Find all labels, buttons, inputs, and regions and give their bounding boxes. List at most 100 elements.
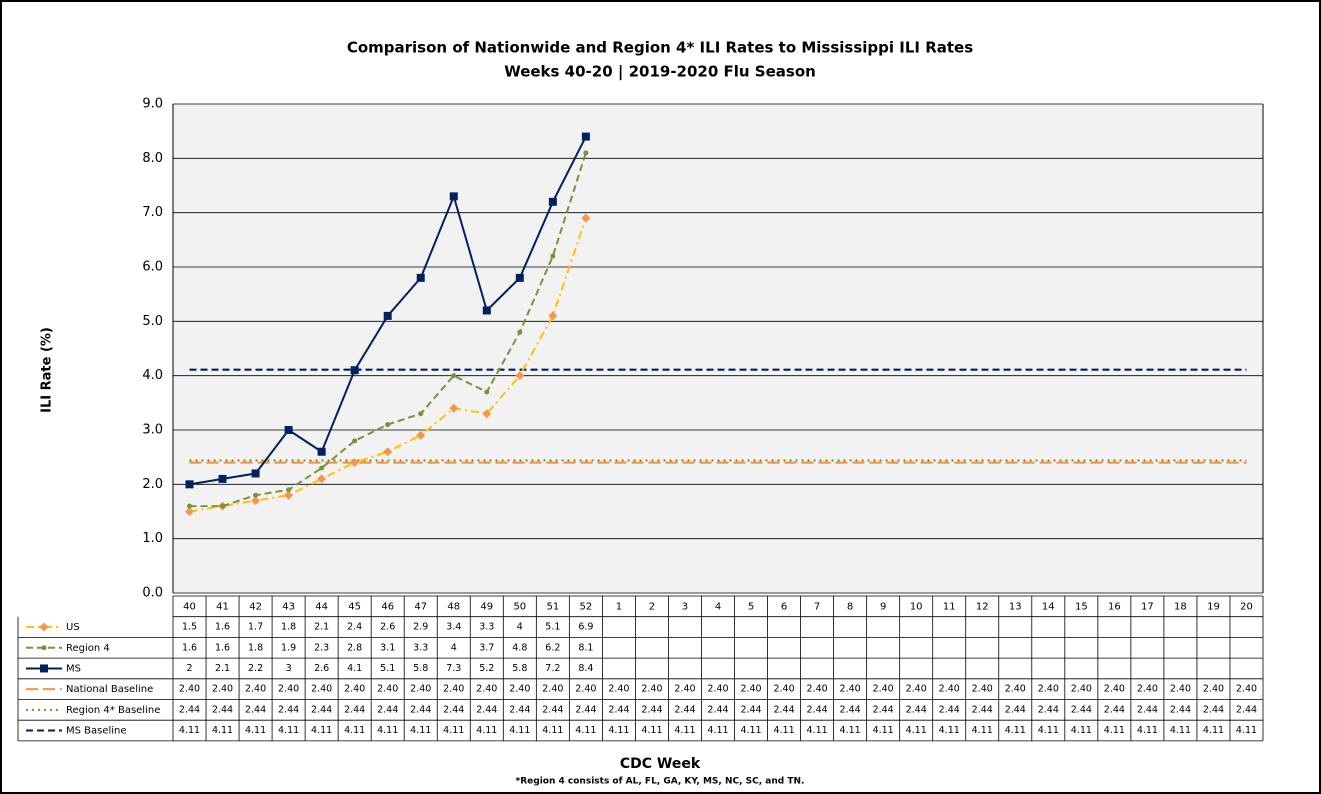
y-tick-label: 3.0	[142, 423, 163, 438]
marker	[185, 480, 194, 489]
legend-label: US	[66, 622, 80, 633]
x-tick-label: 8	[847, 601, 853, 612]
table-value: 4.11	[245, 725, 266, 736]
table-value: 2.44	[509, 704, 530, 715]
table-value: 2.40	[311, 684, 332, 695]
table-value: 1.6	[182, 642, 197, 653]
x-tick-label: 15	[1075, 601, 1088, 612]
marker	[39, 622, 49, 632]
table-value: 4.11	[212, 725, 233, 736]
x-tick-label: 4	[715, 601, 721, 612]
x-tick-label: 44	[315, 601, 328, 612]
table-value: 1.6	[215, 642, 230, 653]
table-value: 1.7	[248, 622, 263, 633]
legend-label: Region 4	[66, 643, 110, 654]
table-value: 7.3	[446, 663, 461, 674]
table-value: 2.40	[873, 684, 894, 695]
table-value: 2.40	[377, 684, 398, 695]
marker	[416, 430, 426, 440]
marker	[40, 664, 48, 673]
x-tick-label: 20	[1240, 601, 1253, 612]
table-value: 5.2	[479, 663, 494, 674]
table-value: 2.40	[906, 684, 927, 695]
marker	[284, 426, 293, 434]
x-tick-label: 9	[880, 601, 886, 612]
y-tick-label: 1.0	[142, 531, 163, 546]
table-value: 4.11	[542, 725, 563, 736]
table-value: 2.40	[740, 684, 761, 695]
marker	[317, 447, 326, 456]
table-value: 4.11	[740, 725, 761, 736]
table-value: 2.40	[1005, 684, 1026, 695]
table-value: 1.8	[281, 622, 296, 633]
table-value: 2.40	[1104, 684, 1125, 695]
table-value: 4.11	[1005, 725, 1026, 736]
table-value: 2.6	[380, 622, 395, 633]
x-tick-label: 52	[580, 601, 593, 612]
table-value: 2.40	[575, 684, 596, 695]
table-value: 3	[286, 663, 292, 674]
table-value: 2.44	[674, 704, 695, 715]
x-tick-label: 10	[910, 601, 923, 612]
marker	[416, 273, 425, 282]
marker	[352, 438, 358, 444]
legend-label: MS Baseline	[66, 726, 127, 737]
table-value: 2.40	[1071, 684, 1092, 695]
x-tick-label: 3	[682, 601, 688, 612]
table-value: 4.11	[1236, 725, 1257, 736]
table-value: 2.40	[1137, 684, 1158, 695]
marker	[41, 645, 47, 651]
plot-area	[173, 104, 1263, 593]
table-value: 2.44	[377, 704, 398, 715]
y-axis-label: ILI Rate (%)	[40, 327, 55, 413]
x-tick-label: 41	[216, 601, 229, 612]
marker	[482, 306, 491, 315]
table-value: 4.11	[707, 725, 728, 736]
table-value: 2.44	[179, 704, 200, 715]
x-tick-label: 48	[447, 601, 460, 612]
table-value: 2.40	[840, 684, 861, 695]
marker	[418, 411, 424, 417]
table-value: 2.44	[707, 704, 728, 715]
x-axis-label: CDC Week	[620, 756, 701, 772]
table-value: 2.44	[807, 704, 828, 715]
table-value: 2.40	[443, 684, 464, 695]
y-tick-label: 6.0	[142, 260, 163, 275]
table-value: 2.44	[1170, 704, 1191, 715]
marker	[220, 503, 226, 509]
table-value: 2.2	[248, 663, 263, 674]
table-value: 4.11	[1203, 725, 1224, 736]
table-value: 4.11	[575, 725, 596, 736]
table-value: 5.8	[413, 663, 428, 674]
table-value: 4.1	[347, 663, 362, 674]
table-value: 2.1	[215, 663, 230, 674]
table-value: 4.11	[939, 725, 960, 736]
table-value: 2.40	[608, 684, 629, 695]
table-value: 4.11	[476, 725, 497, 736]
marker	[286, 487, 292, 493]
table-value: 2.3	[314, 642, 329, 653]
table-value: 2.40	[476, 684, 497, 695]
table-value: 2.40	[1038, 684, 1059, 695]
table-value: 4	[451, 642, 457, 653]
marker	[449, 192, 458, 201]
table-value: 2.40	[344, 684, 365, 695]
table-value: 2.1	[314, 622, 329, 633]
marker	[319, 465, 325, 471]
x-tick-label: 11	[943, 601, 956, 612]
table-value: 2.40	[773, 684, 794, 695]
table-value: 2.44	[1203, 704, 1224, 715]
x-tick-label: 5	[748, 601, 754, 612]
x-tick-label: 42	[249, 601, 262, 612]
table-value: 4.11	[278, 725, 299, 736]
table-value: 2.44	[873, 704, 894, 715]
table-value: 2.40	[212, 684, 233, 695]
y-tick-label: 2.0	[142, 477, 163, 492]
table-value: 2.44	[906, 704, 927, 715]
table-value: 2.44	[1071, 704, 1092, 715]
marker	[517, 329, 523, 335]
table-value: 4.11	[972, 725, 993, 736]
table-value: 4.11	[179, 725, 200, 736]
marker	[583, 150, 589, 156]
table-value: 4.11	[674, 725, 695, 736]
